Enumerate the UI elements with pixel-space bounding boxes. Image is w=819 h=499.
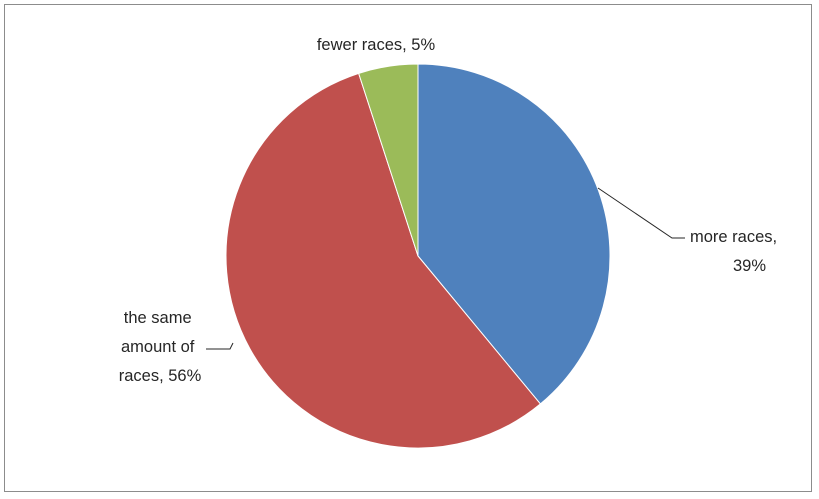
leader-same-amount bbox=[206, 342, 234, 350]
slice-same-amount bbox=[225, 72, 542, 449]
label-same-amount-line-1: the same bbox=[124, 309, 192, 327]
pie-slices bbox=[225, 63, 611, 449]
label-fewer-races-line-1: fewer races, 5% bbox=[317, 36, 436, 54]
leader-more-races bbox=[597, 187, 685, 239]
label-same-amount: the same amount of races, 56% bbox=[119, 309, 202, 385]
slice-fewer-races bbox=[358, 63, 419, 257]
slice-more-races bbox=[417, 63, 611, 405]
label-more-races-line-2: 39% bbox=[733, 257, 766, 275]
label-more-races: more races, 39% bbox=[690, 228, 782, 275]
label-more-races-line-1: more races, bbox=[690, 228, 777, 246]
label-same-amount-line-2: amount of bbox=[121, 338, 195, 356]
label-same-amount-line-3: races, 56% bbox=[119, 367, 202, 385]
data-labels: more races, 39% the same amount of races… bbox=[119, 36, 782, 385]
leader-lines bbox=[206, 187, 685, 350]
label-fewer-races: fewer races, 5% bbox=[317, 36, 436, 54]
